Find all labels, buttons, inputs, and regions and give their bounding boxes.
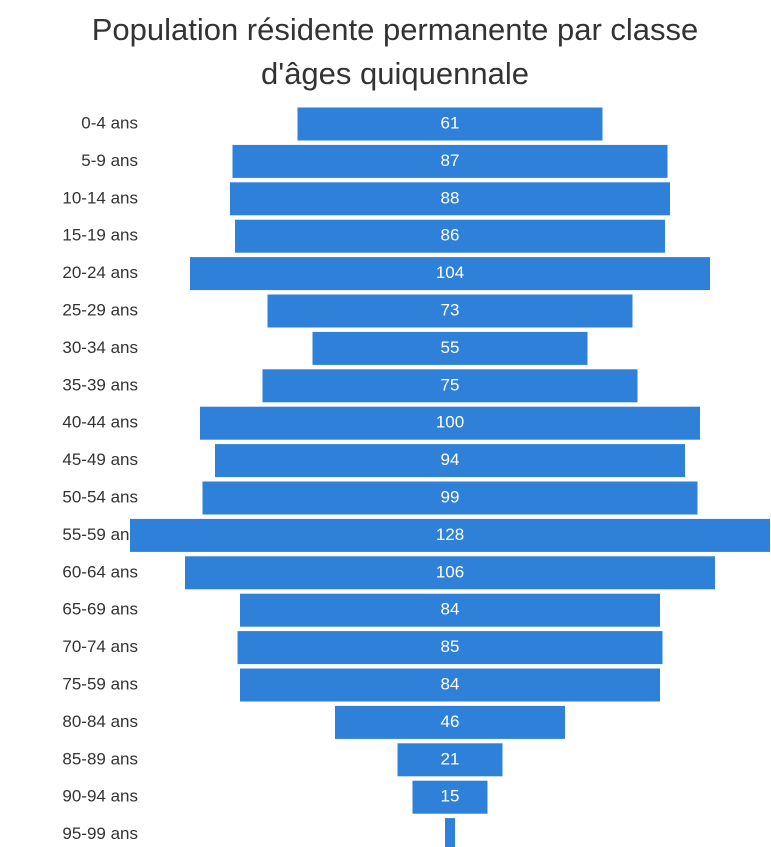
- y-tick-label: 90-94 ans: [62, 787, 138, 806]
- y-tick-label: 75-59 ans: [62, 674, 138, 693]
- y-tick-label: 10-14 ans: [62, 188, 138, 207]
- data-label: 104: [436, 263, 464, 282]
- data-label: 84: [441, 600, 460, 619]
- y-tick-label: 0-4 ans: [81, 113, 138, 132]
- bar: [185, 556, 715, 590]
- data-label: 46: [441, 712, 460, 731]
- bar: [230, 182, 670, 216]
- y-tick-label: 30-34 ans: [62, 338, 138, 357]
- bar: [130, 518, 770, 552]
- y-tick-label: 25-29 ans: [62, 300, 138, 319]
- y-tick-label: 60-64 ans: [62, 562, 138, 581]
- bar: [200, 406, 700, 440]
- bar: [202, 481, 698, 515]
- data-label: 84: [441, 674, 460, 693]
- bar: [240, 668, 660, 702]
- data-label: 55: [441, 338, 460, 357]
- data-label: 99: [441, 487, 460, 506]
- bar: [297, 107, 603, 141]
- data-label: 100: [436, 413, 464, 432]
- bar: [267, 294, 633, 328]
- bar: [215, 444, 685, 478]
- data-label: 73: [441, 300, 460, 319]
- y-tick-label: 55-59 ans: [62, 525, 138, 544]
- y-tick-label: 95-99 ans: [62, 824, 138, 843]
- data-label: 94: [441, 450, 460, 469]
- y-tick-label: 15-19 ans: [62, 226, 138, 245]
- bar: [190, 257, 710, 291]
- bar: [312, 331, 588, 365]
- data-label: 61: [441, 113, 460, 132]
- bar: [237, 631, 663, 665]
- bar: [412, 780, 488, 814]
- data-label: 15: [441, 787, 460, 806]
- y-tick-label: 80-84 ans: [62, 712, 138, 731]
- bar: [240, 593, 660, 627]
- y-tick-label: 45-49 ans: [62, 450, 138, 469]
- bar: [335, 705, 565, 739]
- bar: [262, 369, 638, 403]
- chart-title: Population résidente permanente par clas…: [91, 12, 699, 91]
- data-label: 86: [441, 226, 460, 245]
- y-tick-label: 40-44 ans: [62, 413, 138, 432]
- y-tick-label: 70-74 ans: [62, 637, 138, 656]
- bar: [397, 743, 503, 777]
- y-tick-label: 85-89 ans: [62, 749, 138, 768]
- data-label: 128: [436, 525, 464, 544]
- y-tick-label: 65-69 ans: [62, 600, 138, 619]
- y-tick-label: 50-54 ans: [62, 487, 138, 506]
- bar: [232, 144, 668, 178]
- data-label: 85: [441, 637, 460, 656]
- data-label: 21: [441, 749, 460, 768]
- y-tick-label: 5-9 ans: [81, 151, 138, 170]
- data-label: 87: [441, 151, 460, 170]
- y-tick-label: 35-39 ans: [62, 375, 138, 394]
- data-label: 75: [441, 375, 460, 394]
- data-label: 106: [436, 562, 464, 581]
- data-label: 88: [441, 188, 460, 207]
- y-tick-label: 20-24 ans: [62, 263, 138, 282]
- bar: [235, 219, 665, 253]
- bar: [445, 818, 455, 847]
